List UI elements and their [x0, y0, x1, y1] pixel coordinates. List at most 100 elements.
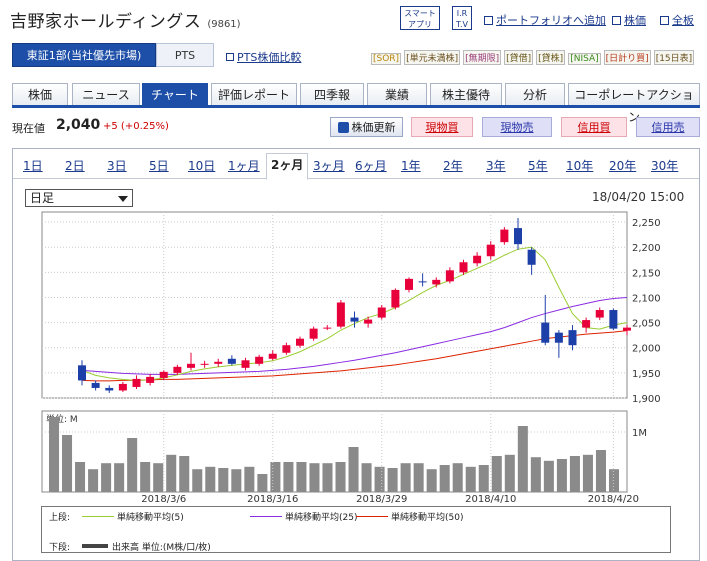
candle	[541, 322, 550, 343]
period-2d[interactable]: 2日	[65, 159, 85, 173]
volume-bar	[491, 456, 502, 492]
period-3y[interactable]: 3年	[486, 159, 506, 173]
volume-bar	[49, 417, 60, 492]
candle	[200, 363, 209, 365]
volume-plot-area	[41, 410, 628, 493]
period-20y[interactable]: 20年	[609, 159, 637, 173]
period-1d[interactable]: 1日	[23, 159, 43, 173]
volume-bar	[153, 463, 164, 492]
period-3m[interactable]: 3ヶ月	[313, 159, 345, 173]
tab-analysis[interactable]: 分析	[505, 83, 565, 105]
chart-legend: 上段: 単純移動平均(5) 単純移動平均(25) 単純移動平均(50) 下段: …	[41, 506, 671, 553]
refresh-icon	[337, 122, 349, 133]
period-10y[interactable]: 10年	[566, 159, 594, 173]
volume-bar	[322, 463, 333, 492]
price-change: +5 (+0.25%)	[103, 121, 169, 132]
margin-buy-button[interactable]: 信用買	[561, 117, 627, 137]
period-1m[interactable]: 1ヶ月	[228, 159, 260, 173]
update-price-button[interactable]: 株価更新	[330, 117, 403, 137]
sma50-line	[81, 330, 628, 382]
period-3d[interactable]: 3日	[107, 159, 127, 173]
stock-price-link[interactable]: 株価	[612, 12, 646, 28]
volume-bar	[283, 462, 294, 492]
candle	[459, 262, 468, 273]
period-10d[interactable]: 10日	[188, 159, 216, 173]
badge-nisa: [NISA]	[568, 53, 601, 65]
tab-shareholder-benefits[interactable]: 株主優待	[430, 83, 502, 105]
candle	[323, 327, 332, 329]
period-1y[interactable]: 1年	[401, 159, 421, 173]
market-primary-tab[interactable]: 東証1部(当社優先市場)	[12, 43, 156, 67]
tab-report[interactable]: 評価レポート	[211, 83, 297, 105]
margin-sell-button[interactable]: 信用売	[636, 117, 700, 137]
tab-chart[interactable]: チャート	[142, 83, 208, 105]
tab-corporate-action[interactable]: コーポレートアクション	[568, 83, 700, 124]
smart-app-button[interactable]: スマート アプリ	[400, 6, 440, 30]
chart-timestamp: 18/04/20 15:00	[592, 190, 685, 204]
all-board-link[interactable]: 全板	[660, 12, 694, 28]
y-tick-label: 1,900	[632, 394, 661, 405]
candle	[309, 328, 318, 339]
tab-news[interactable]: ニュース	[72, 83, 140, 105]
candle	[296, 338, 304, 346]
candle	[568, 330, 577, 346]
volume-bar	[465, 466, 476, 492]
tab-shikiho[interactable]: 四季報	[300, 83, 364, 105]
candle	[418, 281, 427, 283]
candle	[336, 302, 345, 327]
badge-day-trade: [日計り買]	[603, 50, 651, 65]
volume-bar	[426, 469, 437, 492]
x-tick-label: 2018/4/10	[465, 494, 516, 505]
volume-bar	[192, 469, 203, 492]
volume-bar	[504, 454, 515, 492]
period-6m[interactable]: 6ヶ月	[355, 159, 387, 173]
volume-bar	[218, 468, 229, 492]
candle	[105, 387, 114, 391]
period-30y[interactable]: 30年	[651, 159, 679, 173]
volume-tick-label: 1M	[632, 428, 647, 439]
add-portfolio-link[interactable]: ポートフォリオへ追加	[484, 12, 606, 28]
volume-bar	[205, 466, 216, 492]
candle	[623, 327, 631, 331]
period-2m[interactable]: 2ヶ月	[266, 153, 309, 180]
candle	[78, 365, 86, 381]
trade-badges: [SOR] [単元未満株] [無期限] [貸借] [貸株] [NISA] [日計り買] [15…	[368, 50, 695, 65]
badge-odd-lot: [単元未満株]	[404, 50, 461, 65]
y-tick-label: 2,200	[632, 243, 661, 254]
tab-stock-price[interactable]: 株価	[12, 83, 68, 105]
pts-compare-link[interactable]: PTS株価比較	[226, 49, 301, 65]
period-2y[interactable]: 2年	[443, 159, 463, 173]
volume-bar	[556, 459, 567, 492]
company-title: 吉野家ホールディングス (9861)	[10, 7, 241, 32]
period-5d[interactable]: 5日	[149, 159, 169, 173]
volume-bar	[257, 474, 268, 492]
volume-bar	[101, 463, 112, 492]
volume-bar	[88, 469, 99, 492]
candle	[514, 228, 522, 245]
cash-sell-button[interactable]: 現物売	[482, 117, 552, 137]
y-tick-label: 2,150	[632, 268, 661, 279]
legend-lower-label: 下段:	[49, 543, 71, 553]
x-tick-label: 2018/3/6	[141, 494, 186, 505]
sma25-line	[81, 296, 628, 375]
y-tick-label: 2,250	[632, 218, 661, 229]
period-tabs: 1日 2日 3日 5日 10日 1ヶ月 2ヶ月 3ヶ月 6ヶ月 1年 2年 3年…	[13, 150, 699, 180]
irtv-button[interactable]: I.R T.V	[452, 6, 472, 30]
chevron-down-icon	[118, 196, 128, 202]
candle	[118, 383, 127, 391]
cash-buy-button[interactable]: 現物買	[411, 117, 473, 137]
candle	[377, 307, 386, 318]
tab-earnings[interactable]: 業績	[367, 83, 427, 105]
volume-bar	[62, 435, 73, 492]
company-name: 吉野家ホールディングス	[10, 12, 202, 32]
volume-bar	[127, 438, 138, 492]
y-tick-label: 2,050	[632, 319, 661, 330]
interval-select[interactable]: 日足	[25, 189, 133, 207]
market-pts-tab[interactable]: PTS	[156, 43, 214, 67]
candle	[609, 310, 618, 329]
badge-15day: [15日表]	[653, 50, 695, 65]
period-5y[interactable]: 5年	[528, 159, 548, 173]
volume-bar	[413, 463, 424, 492]
volume-bar	[582, 454, 593, 492]
